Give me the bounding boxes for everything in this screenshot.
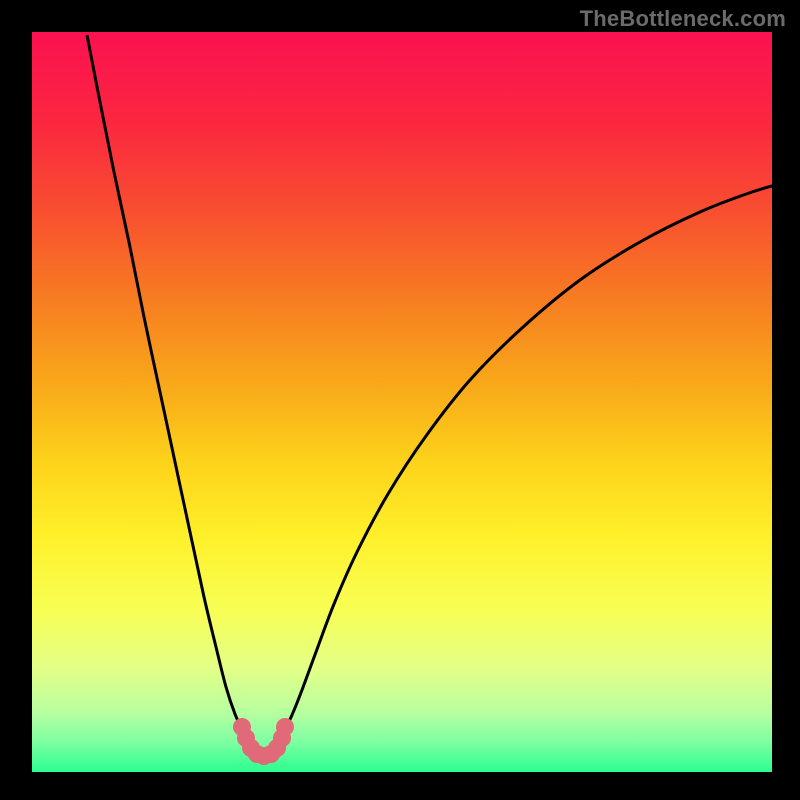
trough-dot xyxy=(276,718,294,736)
bottleneck-chart xyxy=(0,0,800,800)
gradient-background xyxy=(32,32,772,772)
chart-root: TheBottleneck.com xyxy=(0,0,800,800)
watermark: TheBottleneck.com xyxy=(580,6,786,32)
